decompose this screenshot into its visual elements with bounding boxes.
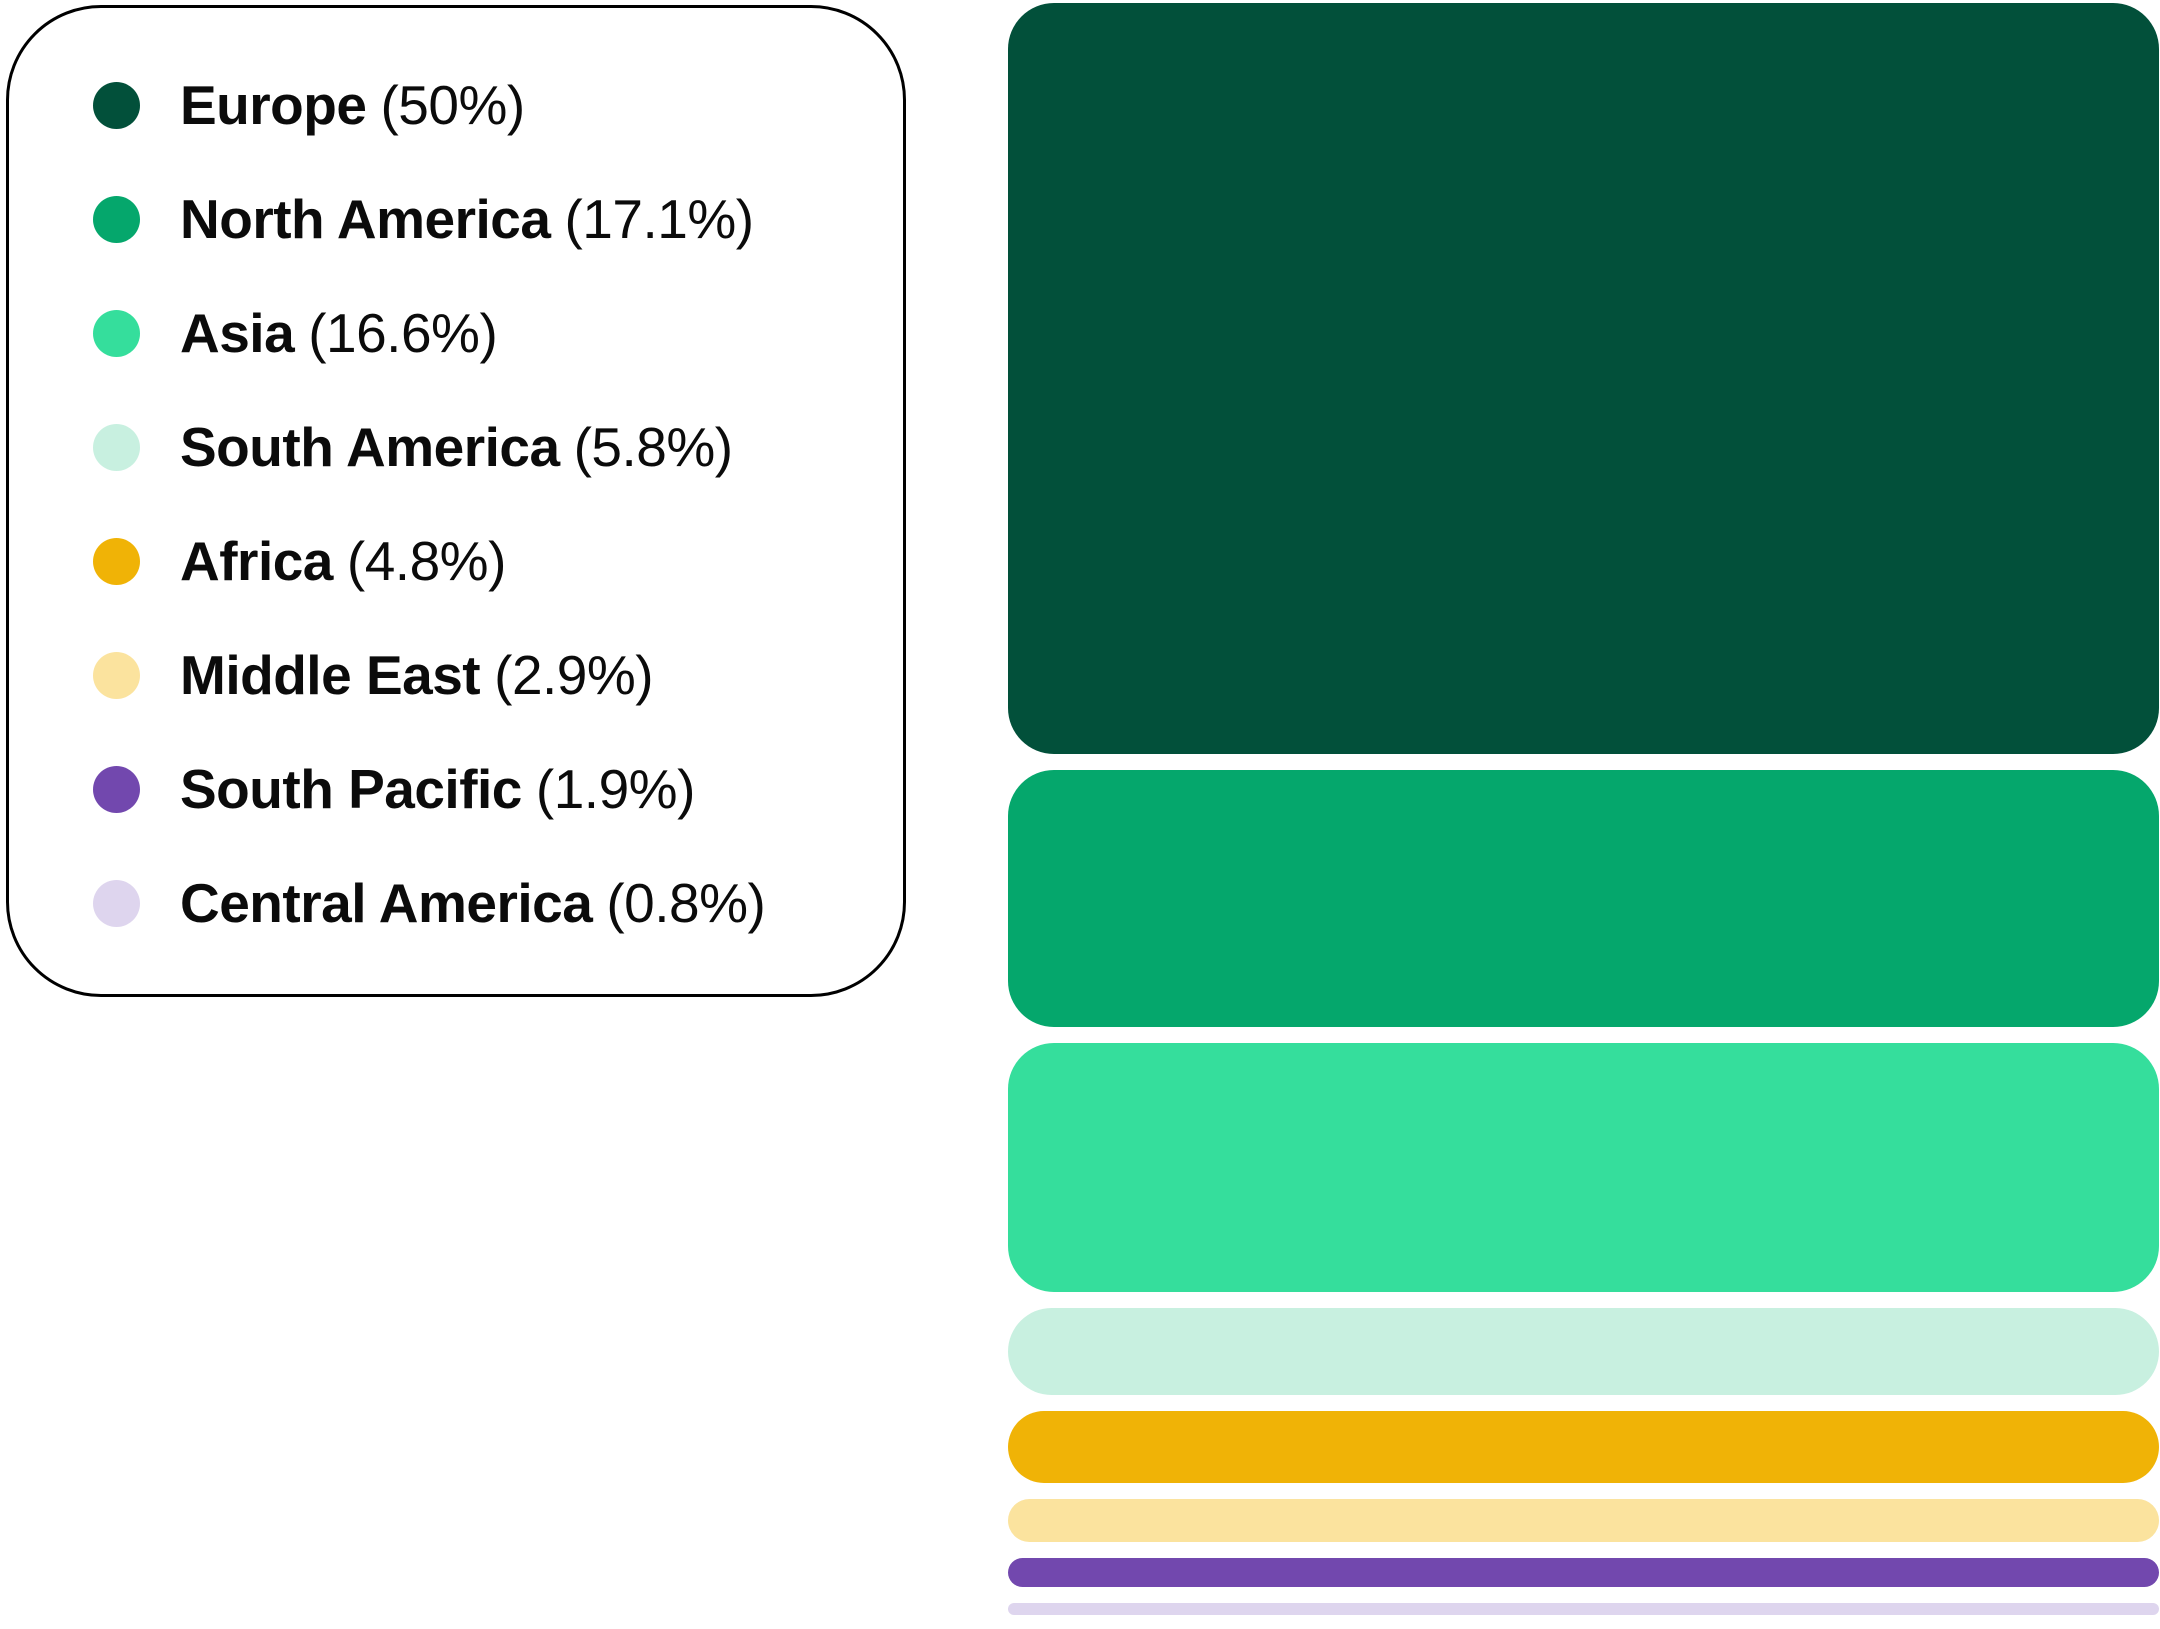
legend-dot-icon bbox=[93, 423, 140, 471]
legend-item-central-america: Central America (0.8%) bbox=[93, 846, 903, 960]
legend-value: (50%) bbox=[380, 74, 525, 136]
legend-panel: Europe (50%) North America (17.1%) Asia (16… bbox=[6, 5, 906, 997]
legend-value: (16.6%) bbox=[308, 302, 498, 364]
legend-value: (2.9%) bbox=[494, 644, 654, 706]
legend-item-africa: Africa (4.8%) bbox=[93, 504, 903, 618]
legend-label: South America bbox=[180, 416, 560, 478]
legend-label: Central America bbox=[180, 872, 593, 934]
legend-label: South Pacific bbox=[180, 758, 522, 820]
legend-value: (0.8%) bbox=[606, 872, 766, 934]
bar-south-america bbox=[1008, 1307, 2159, 1395]
bar-south-pacific bbox=[1008, 1558, 2159, 1587]
bar-africa bbox=[1008, 1410, 2159, 1483]
legend-item-north-america: North America (17.1%) bbox=[93, 162, 903, 276]
legend-value: (4.8%) bbox=[346, 530, 507, 592]
legend-label: Middle East bbox=[180, 644, 481, 706]
legend-value: (5.8%) bbox=[573, 416, 734, 478]
legend-item-south-america: South America (5.8%) bbox=[93, 390, 903, 504]
legend-dot-icon bbox=[93, 195, 140, 243]
legend-label: Europe bbox=[180, 74, 367, 136]
legend-value: (1.9%) bbox=[535, 758, 696, 820]
legend-label: Africa bbox=[180, 530, 333, 592]
bar-middle-east bbox=[1008, 1498, 2159, 1543]
bar-asia bbox=[1008, 1042, 2159, 1292]
legend-dot-icon bbox=[93, 537, 140, 585]
legend-value: (17.1%) bbox=[564, 188, 754, 250]
legend-label: Asia bbox=[180, 302, 295, 364]
bar-north-america bbox=[1008, 769, 2159, 1027]
bar-europe bbox=[1008, 3, 2159, 754]
legend-dot-icon bbox=[93, 765, 140, 813]
legend-item-middle-east: Middle East (2.9%) bbox=[93, 618, 903, 732]
bar-chart bbox=[1008, 3, 2159, 1616]
legend-item-south-pacific: South Pacific (1.9%) bbox=[93, 732, 903, 846]
legend-item-asia: Asia (16.6%) bbox=[93, 276, 903, 390]
legend-label: North America bbox=[180, 188, 551, 250]
legend-item-europe: Europe (50%) bbox=[93, 48, 903, 162]
legend-dot-icon bbox=[93, 651, 140, 699]
legend-dot-icon bbox=[93, 81, 140, 129]
bar-central-america bbox=[1008, 1603, 2159, 1616]
legend-dot-icon bbox=[93, 309, 140, 357]
legend-dot-icon bbox=[93, 879, 140, 927]
